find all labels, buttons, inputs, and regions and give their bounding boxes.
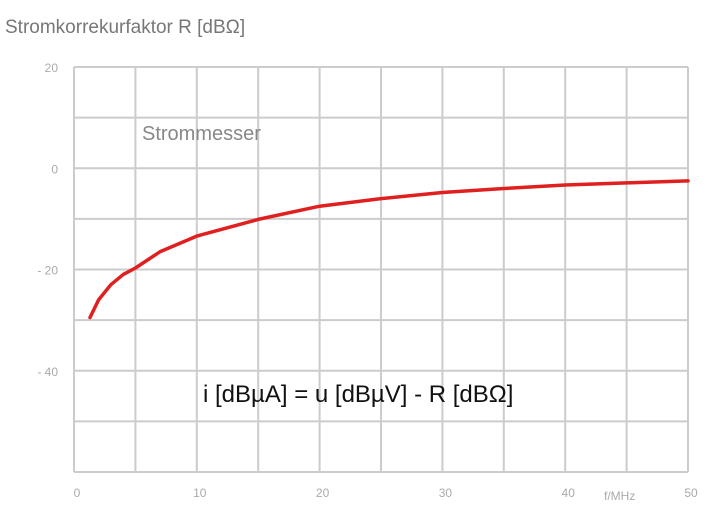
y-tick-label: - 40 — [37, 365, 58, 379]
chart-title: Stromkorrekurfaktor R [dBΩ] — [5, 17, 246, 38]
y-tick-label: 0 — [51, 162, 58, 176]
y-tick-label: - 20 — [37, 264, 58, 278]
x-tick-label: 30 — [439, 486, 453, 500]
series-line — [88, 179, 690, 320]
annotation-formula: i [dBµA] = u [dBµV] - R [dBΩ] — [203, 381, 513, 408]
annotation-strommesser: Strommesser — [142, 123, 261, 145]
x-tick-label: 0 — [74, 486, 81, 500]
y-tick-label: 20 — [45, 61, 59, 75]
x-tick-label: 20 — [316, 486, 330, 500]
x-tick-label: 50 — [684, 486, 698, 500]
x-axis-label: f/MHz — [604, 489, 635, 503]
x-tick-label: 40 — [562, 486, 576, 500]
x-tick-label: 10 — [193, 486, 207, 500]
